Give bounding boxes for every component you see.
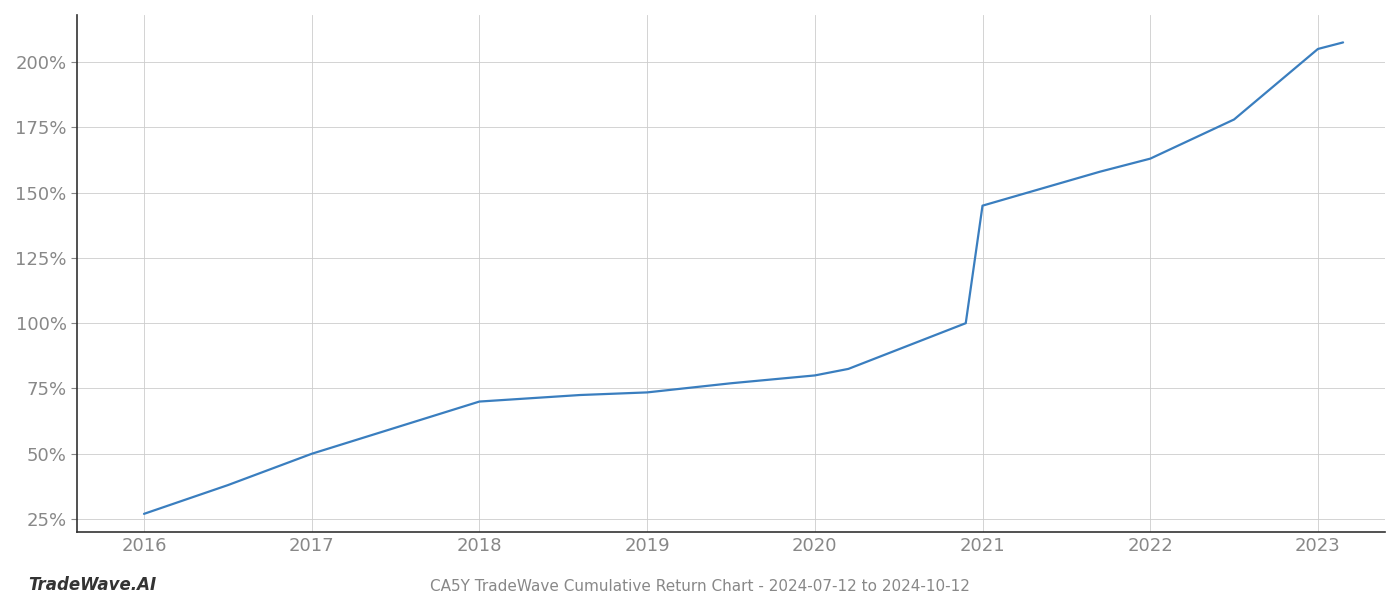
Text: CA5Y TradeWave Cumulative Return Chart - 2024-07-12 to 2024-10-12: CA5Y TradeWave Cumulative Return Chart -… [430, 579, 970, 594]
Text: TradeWave.AI: TradeWave.AI [28, 576, 157, 594]
